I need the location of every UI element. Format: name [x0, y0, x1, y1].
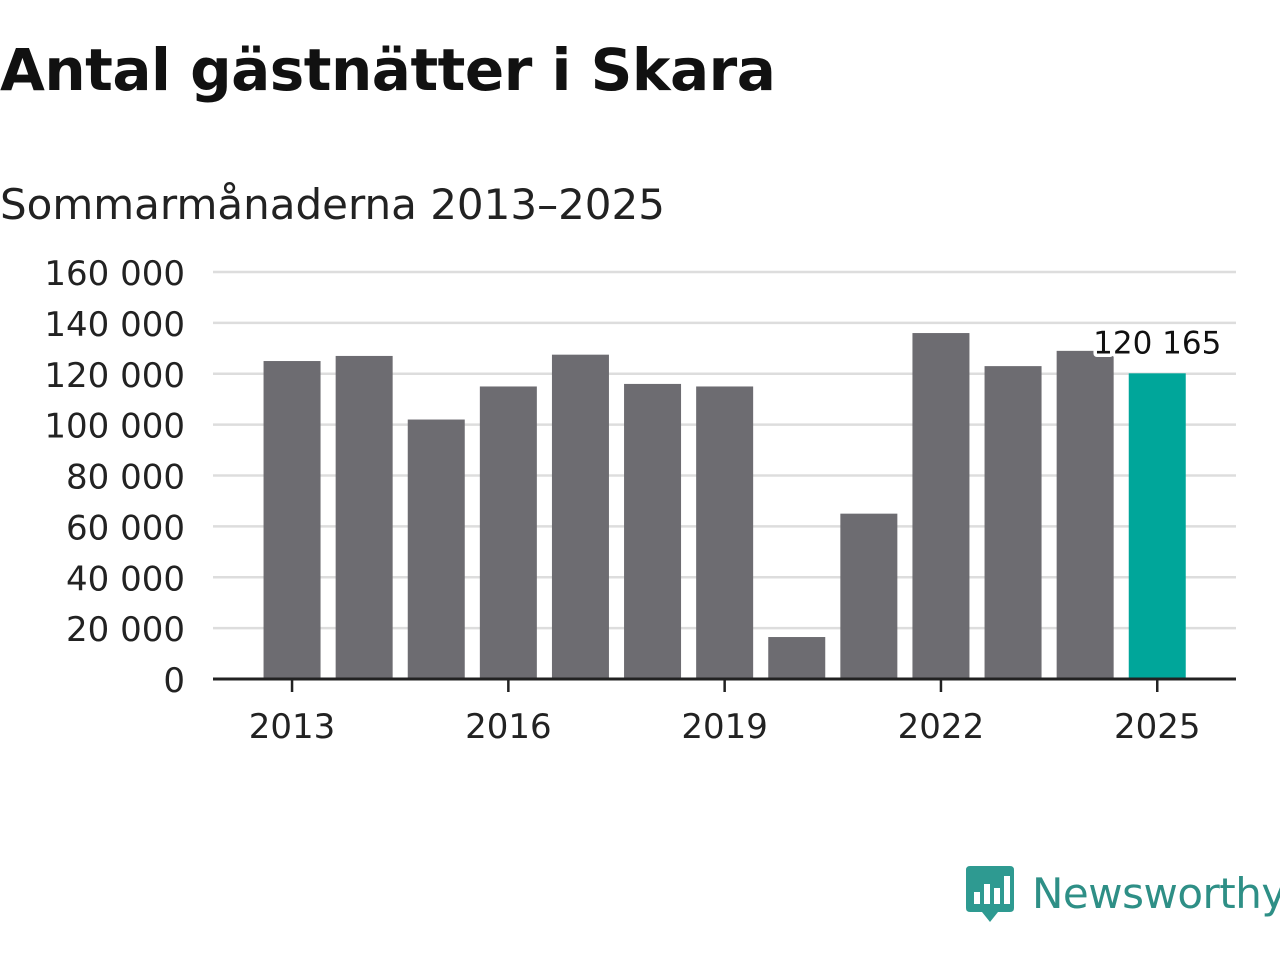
x-tick-label: 2013	[249, 707, 336, 747]
bar-2023	[984, 366, 1042, 679]
chart-subtitle: Sommarmånaderna 2013–2025	[0, 180, 665, 229]
value-label: 120 165	[1093, 325, 1221, 361]
y-tick-label: 40 000	[66, 559, 185, 599]
value-labels: 120 165	[1090, 322, 1225, 365]
bar-2022	[912, 333, 970, 679]
bar-2013	[263, 361, 321, 679]
bar-2015	[407, 419, 465, 679]
bar-2017	[551, 354, 609, 679]
y-tick-label: 60 000	[66, 508, 185, 548]
x-tick-label: 2025	[1114, 707, 1201, 747]
y-tick-label: 20 000	[66, 610, 185, 650]
bar-chart: 0 20 000 40 000 60 000 80 000 100 000 120 000 1…	[44, 254, 1236, 747]
bar-2020	[768, 637, 826, 679]
newsworthy-logo-icon	[966, 866, 1014, 922]
y-tick-label: 80 000	[66, 458, 185, 498]
y-tick-label: 100 000	[44, 407, 185, 447]
x-tick-label: 2016	[465, 707, 552, 747]
x-axis-tick-labels: 2013 2016 2019 2022 2025	[249, 707, 1201, 747]
bars	[263, 333, 1186, 679]
bar-2024	[1056, 350, 1114, 679]
y-tick-label: 120 000	[44, 356, 185, 396]
y-tick-label: 140 000	[44, 305, 185, 345]
x-tick-label: 2019	[681, 707, 768, 747]
chart-title: Antal gästnätter i Skara	[0, 36, 776, 104]
bar-2019	[696, 386, 754, 679]
y-tick-label: 0	[163, 661, 185, 701]
bar-2016	[479, 386, 537, 679]
x-tick-label: 2022	[898, 707, 985, 747]
newsworthy-wordmark: Newsworthy	[1032, 869, 1280, 918]
newsworthy-brand: Newsworthy	[964, 864, 1280, 924]
y-axis-tick-labels: 0 20 000 40 000 60 000 80 000 100 000 120 000 1…	[44, 254, 185, 701]
y-tick-label: 160 000	[44, 254, 185, 294]
bar-2025	[1128, 373, 1186, 679]
x-axis	[213, 677, 1236, 692]
bar-2021	[840, 513, 898, 679]
bar-2018	[624, 383, 682, 679]
bar-2014	[335, 355, 393, 679]
